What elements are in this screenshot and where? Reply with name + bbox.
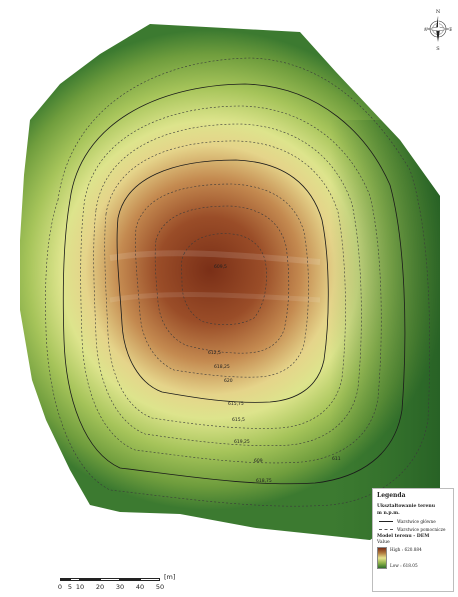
scale-tick-label: 20: [95, 583, 105, 591]
main-contour: [116, 159, 329, 403]
aux-contour: [154, 205, 290, 354]
aux-contour: [104, 140, 346, 429]
compass-n: N: [436, 9, 441, 15]
scale-segment: [140, 578, 160, 581]
legend-relief-title: Ukształtowanie terenu: [377, 504, 436, 509]
scale-bar-graphic: [m]: [60, 573, 175, 583]
contour-label: 618,75: [256, 478, 272, 484]
scale-tick-label: 5: [67, 583, 73, 591]
scale-segment: [60, 578, 70, 581]
legend-color-ramp: High : 620.884 Low : 618.05: [377, 547, 449, 569]
contour-label: 620: [224, 378, 233, 384]
legend-low-label: Low : 618.05: [390, 563, 418, 568]
legend-dem-title: Model terenu - DEM: [377, 534, 430, 539]
legend-aux-contours: Warstwice pomocnicze: [377, 525, 449, 533]
compass-w: W: [424, 27, 428, 33]
scale-bar: [m] 0 5 10 20 30 40 50: [57, 573, 175, 591]
legend-main-contours: Warstwice główne: [377, 517, 449, 525]
legend-value-title: Value: [377, 540, 390, 545]
legend-main-contours-label: Warstwice główne: [397, 518, 436, 524]
scale-unit: [m]: [164, 573, 176, 581]
contour-label: 609,5: [214, 264, 227, 270]
compass-e: E: [449, 27, 452, 33]
scale-segment: [70, 578, 80, 581]
contour-label: 611: [332, 456, 341, 462]
map-legend: Legenda Ukształtowanie terenu m n.p.m. W…: [372, 488, 454, 592]
compass-rose: N S W E: [422, 6, 453, 52]
aux-contour: [181, 233, 267, 325]
solid-line-swatch: [379, 520, 393, 522]
legend-relief-unit: m n.p.m.: [377, 511, 400, 516]
scale-tick-label: 50: [155, 583, 165, 591]
scale-segment: [120, 578, 140, 581]
aux-contour: [80, 105, 382, 464]
contour-label: 609: [254, 458, 263, 464]
scale-tick-label: 40: [135, 583, 145, 591]
legend-title: Legenda: [377, 492, 406, 499]
scale-tick-label: 10: [75, 583, 85, 591]
scale-segment: [100, 578, 120, 581]
aux-contour: [135, 183, 309, 378]
dashed-line-swatch: [379, 528, 393, 530]
legend-aux-contours-label: Warstwice pomocnicze: [397, 526, 446, 532]
compass-s: S: [436, 46, 440, 52]
contour-label: 619,25: [234, 439, 250, 445]
aux-contour: [45, 57, 430, 507]
scale-segment: [80, 578, 100, 581]
contour-label: 618,25: [214, 364, 230, 370]
aux-contour: [93, 123, 362, 446]
contour-labels: 609,5 612,5 618,25 620 615,75 615,5 619,…: [208, 264, 341, 484]
contour-lines: [45, 57, 430, 507]
scale-labels: 0 5 10 20 30 40 50: [57, 583, 164, 591]
contour-label: 612,5: [208, 350, 221, 356]
scale-tick-label: 30: [115, 583, 125, 591]
scale-tick-label: 0: [57, 583, 63, 591]
legend-high-label: High : 620.884: [390, 547, 422, 552]
contour-label: 615,5: [232, 417, 245, 423]
color-ramp-swatch: [377, 547, 387, 569]
contour-label: 615,75: [228, 401, 244, 407]
main-contour: [62, 83, 406, 485]
